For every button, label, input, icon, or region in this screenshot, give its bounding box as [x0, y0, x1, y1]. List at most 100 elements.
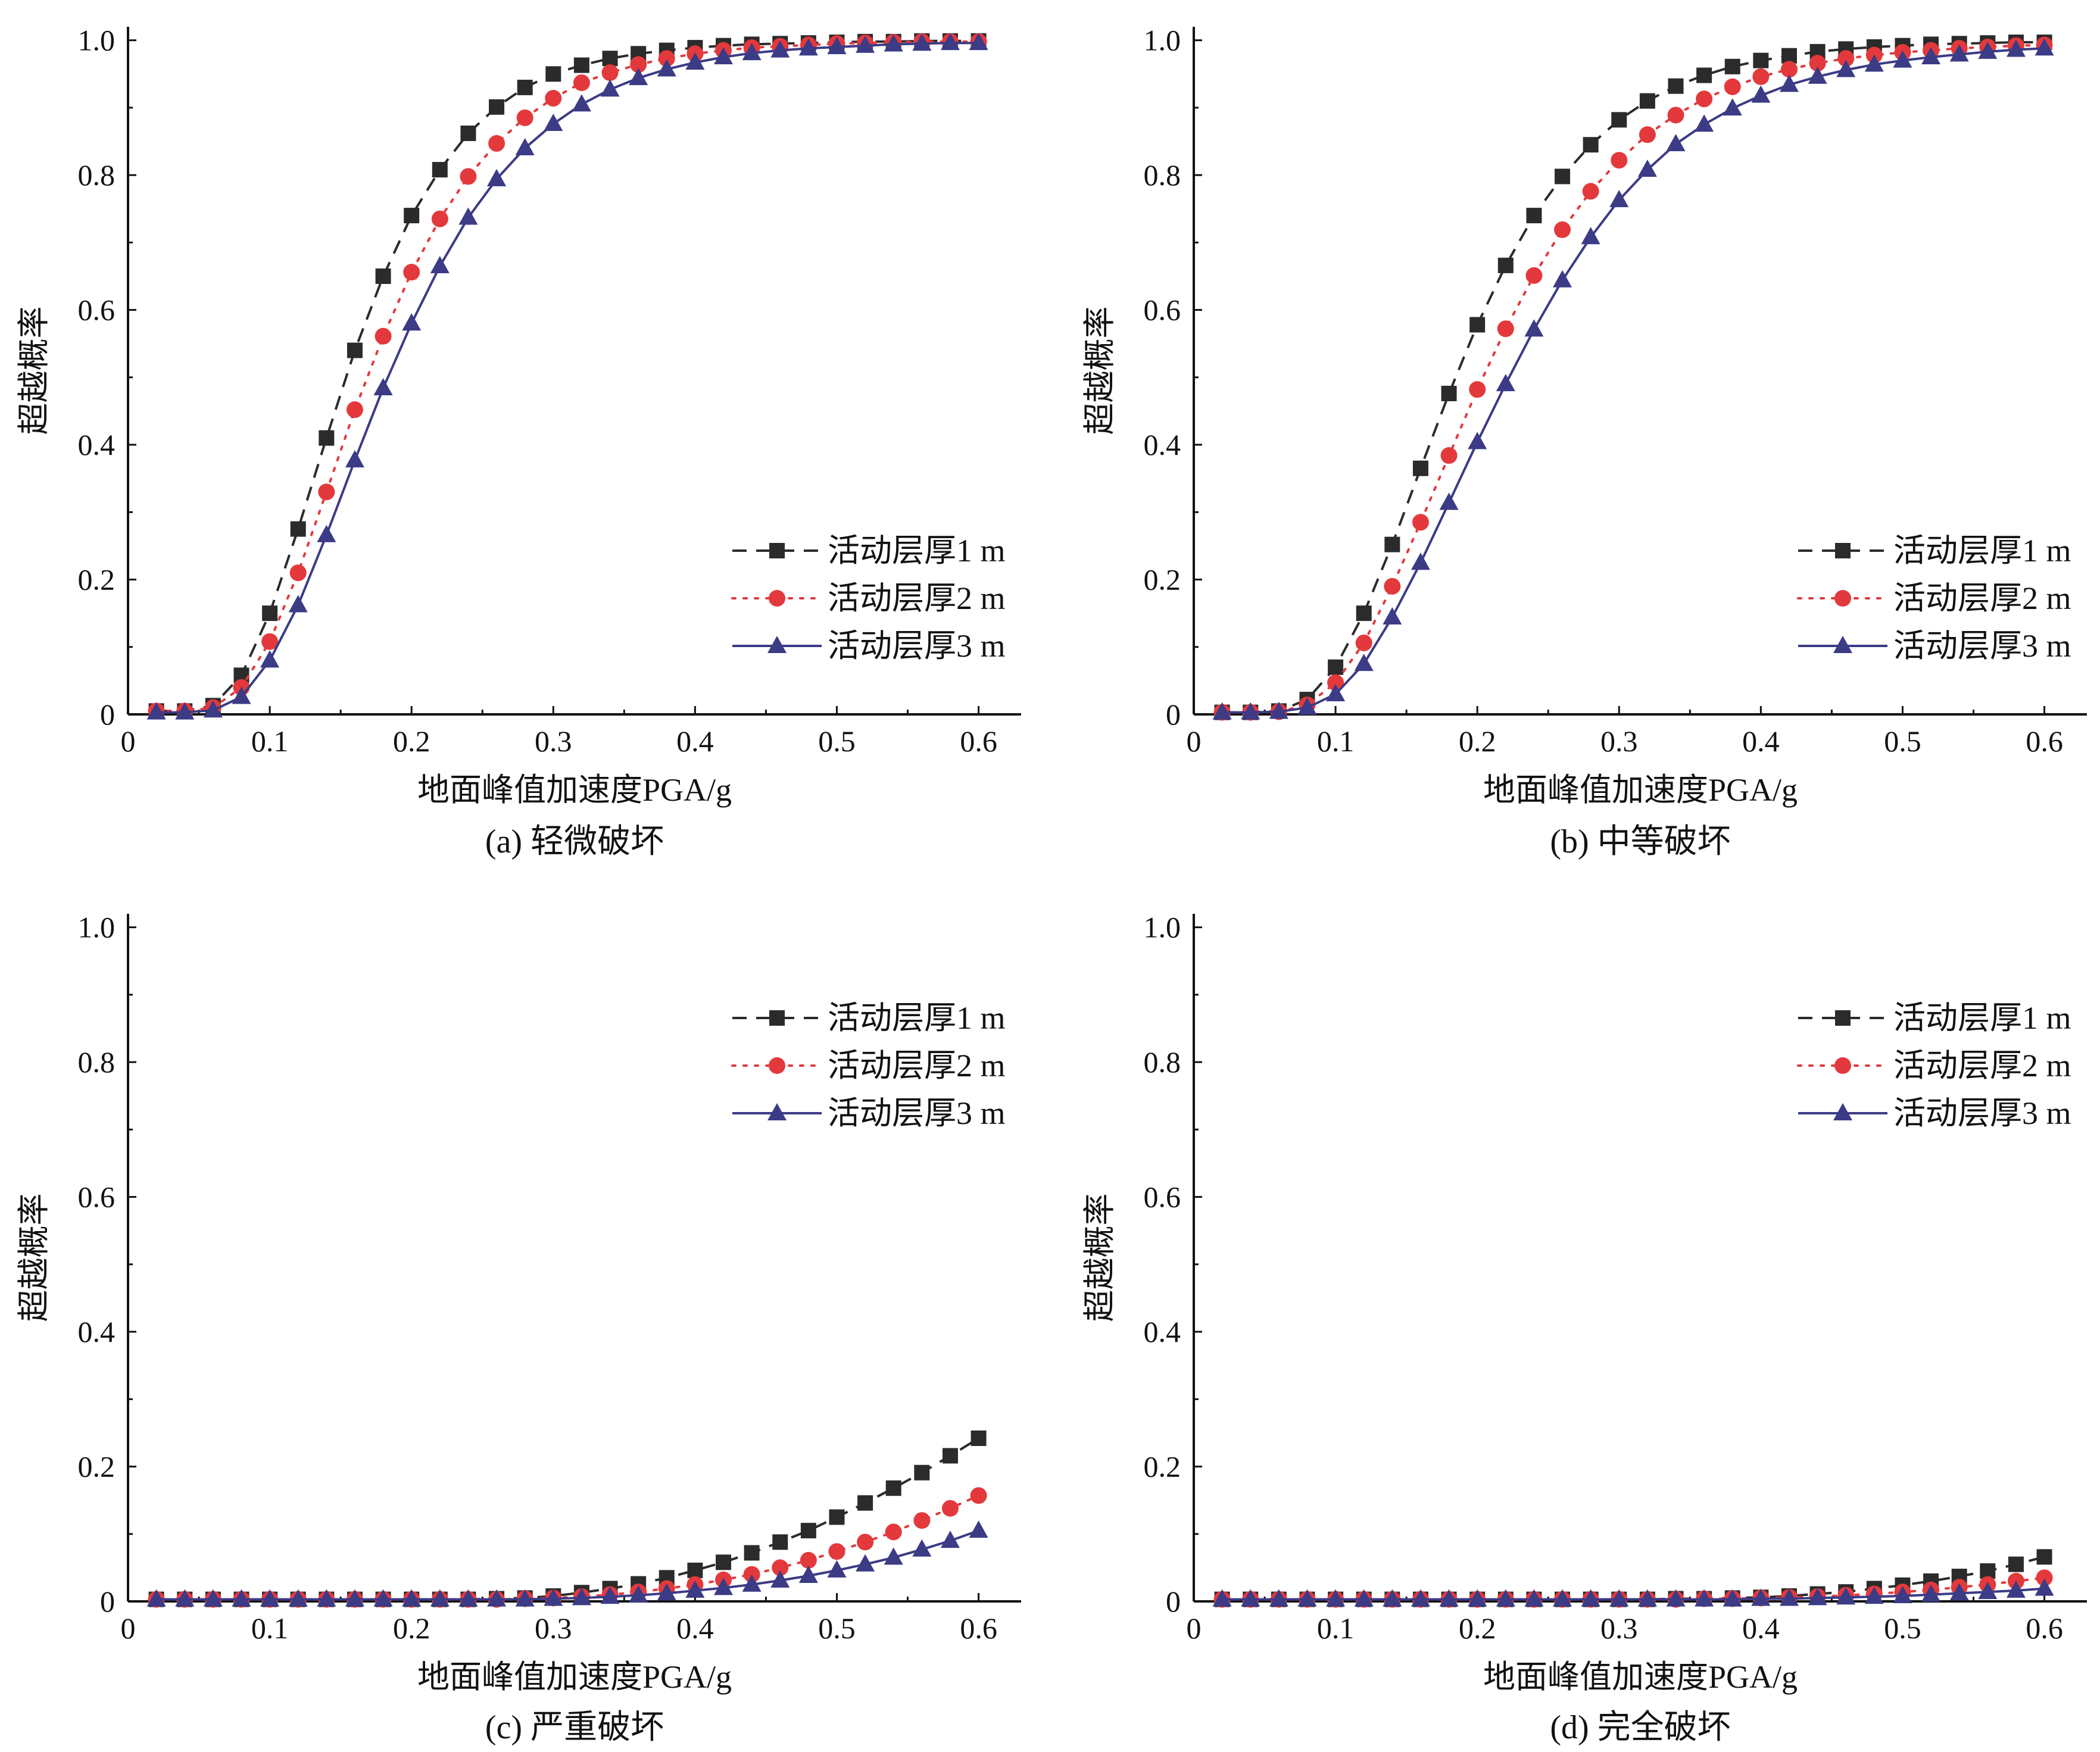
data-point: [1326, 684, 1346, 702]
data-point: [460, 168, 477, 185]
y-tick-label: 0: [100, 1585, 115, 1618]
data-point: [827, 36, 847, 54]
data-point: [798, 1565, 818, 1583]
data-point: [146, 1589, 166, 1607]
data-point: [829, 1509, 845, 1525]
data-point: [260, 1589, 280, 1607]
data-point: [1751, 1588, 1771, 1606]
data-point: [1269, 1589, 1288, 1607]
data-point: [1609, 1589, 1629, 1607]
data-point: [1751, 85, 1771, 103]
legend-label: 活动层厚2 m: [828, 1048, 1006, 1083]
x-tick-label: 0.4: [676, 1612, 714, 1645]
data-point: [914, 1464, 930, 1481]
data-point: [1611, 152, 1628, 169]
data-point: [629, 1585, 648, 1603]
legend-label: 活动层厚3 m: [828, 1095, 1006, 1131]
data-point: [487, 1589, 507, 1607]
y-tick-label: 1.0: [78, 24, 116, 57]
x-tick-label: 0.4: [1742, 724, 1780, 758]
x-tick-label: 0: [121, 1612, 136, 1645]
data-point: [1637, 160, 1657, 177]
data-point: [1212, 1589, 1232, 1607]
x-tick-label: 0.3: [1600, 1612, 1638, 1645]
data-point: [772, 1559, 789, 1576]
data-point: [262, 605, 278, 622]
data-point: [1496, 1589, 1515, 1607]
data-point: [1666, 1589, 1686, 1607]
chart-panel-1: 0 0.1 0.2 0.3 0.4 0.5 0.6 0 0.2 0.4 0.6 0.8 1.0 地面峰值加…: [16, 24, 1021, 860]
data-point: [460, 125, 476, 141]
data-point: [1496, 374, 1515, 392]
data-point: [373, 1589, 393, 1607]
data-point: [1808, 66, 1827, 84]
data-point: [488, 135, 506, 152]
data-point: [1297, 697, 1317, 715]
x-tick-label: 0.5: [1884, 724, 1921, 758]
data-point: [970, 1487, 987, 1504]
data-point: [1356, 605, 1372, 622]
data-point: [657, 59, 676, 77]
data-point: [1781, 61, 1798, 78]
data-point: [1582, 183, 1599, 200]
data-point: [1355, 634, 1372, 651]
data-point: [658, 50, 675, 67]
data-point: [1581, 227, 1600, 245]
series-line-1: [156, 1437, 979, 1601]
data-point: [1809, 55, 1826, 72]
legend-entry-3: 活动层厚3 m: [1798, 1095, 2071, 1131]
legend-label: 活动层厚2 m: [1893, 1048, 2071, 1083]
chart-panel-2: 0 0.1 0.2 0.3 0.4 0.5 0.6 0 0.2 0.4 0.6 0.8 1.0 地面峰值加…: [1082, 24, 2087, 860]
legend-entry-2: 活动层厚2 m: [731, 580, 1006, 616]
legend-entry-2: 活动层厚2 m: [1797, 580, 2071, 616]
data-point: [175, 702, 195, 720]
y-tick-label: 0.2: [1144, 1450, 1181, 1484]
data-point: [345, 450, 364, 468]
x-tick-label: 0.1: [1317, 1612, 1355, 1645]
data-point: [261, 633, 279, 650]
data-point: [1808, 1588, 1827, 1606]
y-axis-title: 超越概率: [1082, 1194, 1118, 1322]
data-point: [288, 595, 308, 613]
data-point: [545, 66, 561, 82]
legend-marker: [767, 636, 787, 653]
data-point: [827, 1560, 847, 1578]
data-point: [1609, 190, 1629, 208]
y-tick-label: 1.0: [1144, 24, 1181, 57]
data-point: [2036, 1569, 2053, 1587]
chart-panel-4: 0 0.1 0.2 0.3 0.4 0.5 0.6 0 0.2 0.4 0.6 0.8 1.0 地面峰值加…: [1082, 911, 2087, 1746]
legend-entry-1: 活动层厚1 m: [732, 1000, 1006, 1036]
x-tick-label: 0.5: [818, 1612, 856, 1645]
data-point: [318, 483, 335, 501]
data-point: [458, 1589, 478, 1607]
data-point: [1553, 1589, 1572, 1607]
series-line-2: [1221, 43, 2046, 714]
data-point: [1524, 319, 1544, 337]
legend-marker: [1833, 636, 1852, 653]
data-point: [544, 1588, 563, 1606]
data-point: [798, 38, 818, 56]
data-point: [2006, 1580, 2026, 1598]
y-tick-label: 0.6: [1144, 293, 1181, 327]
legend-marker: [767, 1103, 787, 1120]
data-point: [572, 1588, 591, 1606]
legend-marker: [1835, 1010, 1851, 1026]
legend-entry-2: 活动层厚2 m: [1797, 1048, 2071, 1083]
data-point: [345, 1589, 364, 1607]
data-point: [373, 377, 393, 395]
data-point: [1469, 317, 1486, 333]
x-tick-label: 0.2: [393, 1612, 430, 1645]
data-point: [1468, 1589, 1487, 1607]
data-point: [1921, 1584, 1941, 1602]
data-point: [742, 1574, 762, 1592]
x-tick-label: 0.6: [960, 724, 997, 758]
data-point: [1327, 674, 1344, 691]
data-point: [857, 1534, 874, 1551]
data-point: [687, 1562, 703, 1578]
legend-label: 活动层厚2 m: [828, 580, 1006, 616]
data-point: [1440, 447, 1458, 464]
data-point: [685, 1580, 705, 1598]
x-tick-label: 0: [1187, 1612, 1202, 1645]
y-tick-label: 0.2: [1144, 563, 1181, 597]
